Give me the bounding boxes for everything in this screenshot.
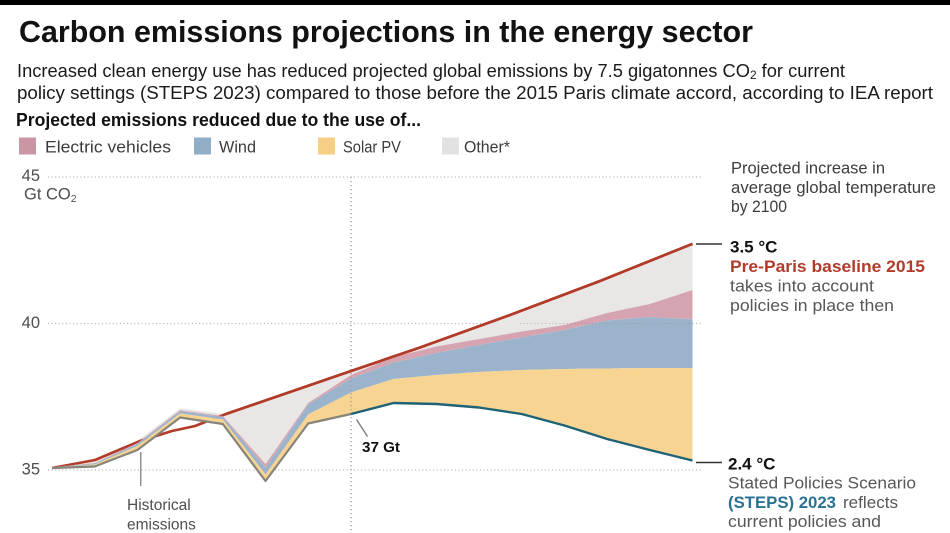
svg-text:policy settings (STEPS 2023) c: policy settings (STEPS 2023) compared to…: [17, 82, 933, 103]
svg-text:3.5 °C: 3.5 °C: [730, 238, 777, 257]
svg-text:40: 40: [22, 314, 40, 332]
svg-text:(STEPS) 2023: (STEPS) 2023: [728, 493, 836, 512]
svg-text:45: 45: [22, 167, 40, 185]
svg-text:Carbon emissions projections i: Carbon emissions projections in the ener…: [19, 14, 753, 49]
svg-text:Increased clean energy use has: Increased clean energy use has reduced p…: [17, 60, 845, 82]
svg-text:reflects: reflects: [843, 493, 898, 512]
svg-text:policies in place then: policies in place then: [730, 296, 894, 315]
svg-text:takes into account: takes into account: [730, 277, 874, 296]
svg-text:average global temperature: average global temperature: [731, 178, 936, 197]
svg-text:emissions: emissions: [127, 517, 196, 533]
svg-text:37 Gt: 37 Gt: [362, 439, 400, 456]
svg-text:Stated Policies Scenario: Stated Policies Scenario: [728, 474, 916, 493]
svg-text:Pre-Paris baseline 2015: Pre-Paris baseline 2015: [730, 257, 925, 276]
svg-text:current policies and: current policies and: [728, 512, 881, 531]
svg-text:Wind: Wind: [219, 139, 256, 157]
svg-text:Gt CO2: Gt CO2: [24, 186, 77, 206]
svg-text:2.4 °C: 2.4 °C: [728, 455, 775, 474]
svg-text:Projected increase in: Projected increase in: [731, 159, 885, 178]
svg-text:35: 35: [22, 461, 40, 479]
svg-text:Other*: Other*: [464, 139, 511, 157]
svg-text:by 2100: by 2100: [731, 197, 787, 216]
svg-text:Projected emissions reduced du: Projected emissions reduced due to the u…: [16, 110, 421, 130]
svg-text:Solar PV: Solar PV: [343, 139, 401, 157]
svg-text:Electric vehicles: Electric vehicles: [45, 139, 171, 157]
svg-text:Historical: Historical: [127, 497, 191, 514]
